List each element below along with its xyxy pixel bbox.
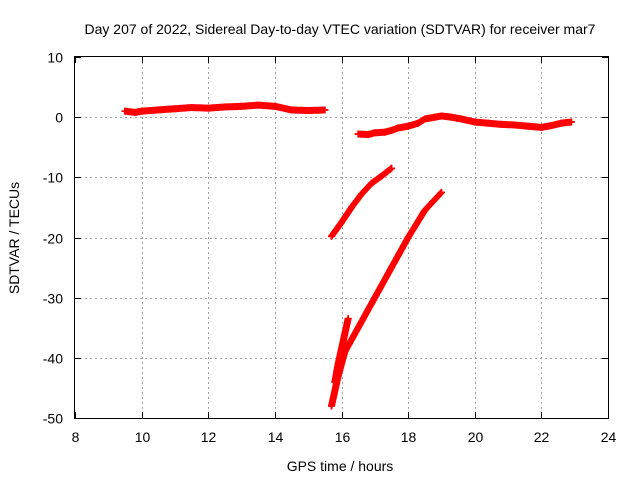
data-point bbox=[404, 122, 412, 130]
data-point bbox=[484, 119, 492, 127]
data-point bbox=[537, 123, 545, 131]
data-point bbox=[304, 107, 312, 115]
data-point bbox=[221, 103, 229, 111]
x-tick-label: 20 bbox=[468, 429, 484, 445]
series-1 bbox=[121, 101, 329, 116]
data-point bbox=[354, 130, 362, 138]
data-point bbox=[387, 264, 395, 272]
data-point bbox=[377, 172, 385, 180]
y-tick-label: -20 bbox=[43, 231, 63, 247]
data-point bbox=[338, 218, 345, 226]
data-point bbox=[437, 112, 445, 120]
data-point bbox=[357, 190, 365, 198]
data-point bbox=[431, 113, 439, 121]
x-tick-label: 18 bbox=[401, 429, 417, 445]
data-point bbox=[331, 378, 339, 386]
data-point bbox=[414, 119, 422, 127]
data-point bbox=[497, 120, 505, 128]
data-point bbox=[381, 128, 389, 136]
data-point bbox=[154, 106, 162, 114]
y-tick-label: -40 bbox=[43, 351, 63, 367]
data-point bbox=[328, 402, 336, 410]
y-tick-label: 10 bbox=[47, 50, 63, 66]
data-point bbox=[457, 115, 465, 123]
x-tick-label: 22 bbox=[534, 429, 550, 445]
data-point bbox=[288, 106, 296, 114]
data-point bbox=[371, 294, 379, 302]
plot-frame bbox=[74, 56, 609, 419]
data-point bbox=[347, 203, 355, 211]
x-tick-label: 16 bbox=[335, 429, 351, 445]
x-tick-label: 8 bbox=[72, 429, 80, 445]
data-points bbox=[121, 101, 575, 410]
y-axis-label: SDTVAR / TECUs bbox=[6, 182, 22, 294]
data-point bbox=[354, 324, 362, 332]
data-point bbox=[421, 115, 429, 123]
data-point bbox=[364, 131, 372, 139]
data-point bbox=[121, 107, 129, 115]
data-point bbox=[524, 122, 532, 130]
data-point bbox=[437, 188, 445, 196]
data-point bbox=[131, 108, 139, 116]
y-tick-label: 0 bbox=[55, 110, 63, 126]
data-point bbox=[367, 179, 375, 187]
x-tick-label: 12 bbox=[201, 429, 217, 445]
data-point bbox=[421, 206, 429, 214]
y-tick-label: -10 bbox=[43, 170, 63, 186]
y-tick-label: -50 bbox=[43, 411, 63, 427]
data-point bbox=[171, 105, 179, 113]
data-point bbox=[321, 106, 329, 114]
data-point bbox=[394, 124, 402, 132]
series-2 bbox=[354, 112, 575, 139]
data-point bbox=[471, 118, 479, 126]
data-point bbox=[188, 104, 196, 112]
x-axis-label: GPS time / hours bbox=[287, 458, 394, 474]
data-point bbox=[387, 164, 395, 172]
data-point bbox=[334, 360, 342, 368]
x-tick-label: 14 bbox=[268, 429, 284, 445]
data-point bbox=[547, 122, 555, 130]
data-point bbox=[338, 345, 345, 353]
y-tick-label: -30 bbox=[43, 291, 63, 307]
data-point bbox=[328, 232, 336, 240]
data-point bbox=[447, 113, 455, 121]
chart-title: Day 207 of 2022, Sidereal Day-to-day VTE… bbox=[85, 21, 596, 37]
x-tick-label: 10 bbox=[135, 429, 151, 445]
data-point bbox=[138, 107, 146, 115]
axis-ticks: 8 10 12 14 16 18 20 22 24 10 0 -10 -20 -30 -40 -50 bbox=[43, 50, 617, 446]
x-tick-label: 24 bbox=[601, 429, 617, 445]
data-point bbox=[557, 119, 565, 127]
data-point bbox=[404, 234, 412, 241]
data-point bbox=[271, 102, 279, 110]
series-5 bbox=[331, 315, 352, 386]
data-point bbox=[238, 102, 246, 110]
data-point bbox=[387, 126, 395, 134]
data-point bbox=[567, 118, 575, 126]
series-3 bbox=[328, 164, 395, 240]
data-point bbox=[254, 101, 262, 109]
data-point bbox=[511, 121, 519, 129]
data-point bbox=[204, 104, 212, 112]
data-point bbox=[371, 129, 379, 137]
data-point bbox=[344, 315, 352, 323]
data-point bbox=[341, 330, 349, 338]
